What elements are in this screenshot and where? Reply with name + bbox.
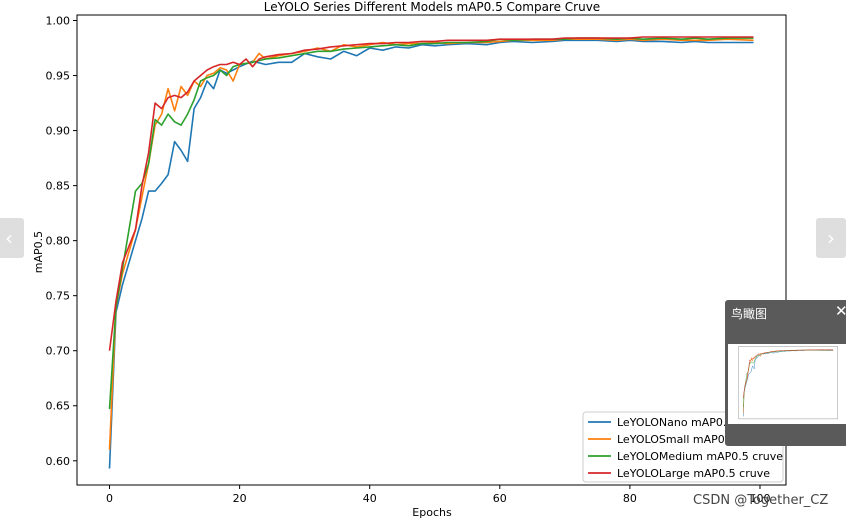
y-axis-label: mAP0.5 (32, 231, 45, 273)
overview-panel: 鸟瞰图 ✕ (725, 300, 846, 446)
legend-entry-label: LeYOLOLarge mAP0.5 cruve (617, 467, 770, 480)
x-tick-label: 100 (749, 492, 770, 505)
y-tick-label: 0.90 (46, 125, 71, 138)
y-tick-label: 0.70 (46, 345, 71, 358)
previous-image-button[interactable]: ‹ (0, 218, 24, 258)
y-tick-label: 0.75 (46, 290, 71, 303)
legend-entry-label: LeYOLOMedium mAP0.5 cruve (617, 450, 783, 463)
chart-title: LeYOLO Series Different Models mAP0.5 Co… (264, 0, 600, 14)
series-line-2 (108, 37, 754, 410)
y-tick-label: 0.65 (46, 400, 71, 413)
series-line-1 (108, 38, 754, 450)
y-tick-label: 0.80 (46, 235, 71, 248)
y-tick-label: 0.85 (46, 180, 71, 193)
series-line-0 (108, 39, 754, 469)
series-line-3 (108, 36, 754, 351)
x-tick-label: 60 (493, 492, 507, 505)
thumb-series-line-3 (743, 349, 834, 399)
close-icon[interactable]: ✕ (835, 302, 846, 320)
legend-entry-label: LeYOLONano mAP0.5 (617, 416, 733, 429)
plot-area-frame (76, 14, 787, 486)
x-tick-label: 40 (363, 492, 377, 505)
overview-thumbnail[interactable] (728, 344, 846, 424)
x-axis-label: Epochs (412, 506, 452, 518)
y-tick-label: 0.95 (46, 70, 71, 83)
y-tick-label: 0.60 (46, 455, 71, 468)
overview-panel-title: 鸟瞰图 (731, 307, 768, 321)
x-tick-label: 0 (106, 492, 113, 505)
next-image-button[interactable]: › (816, 218, 846, 258)
x-tick-label: 80 (623, 492, 637, 505)
y-tick-label: 1.00 (46, 15, 71, 28)
x-tick-label: 20 (233, 492, 247, 505)
watermark: CSDN @Together_CZ (693, 493, 829, 508)
